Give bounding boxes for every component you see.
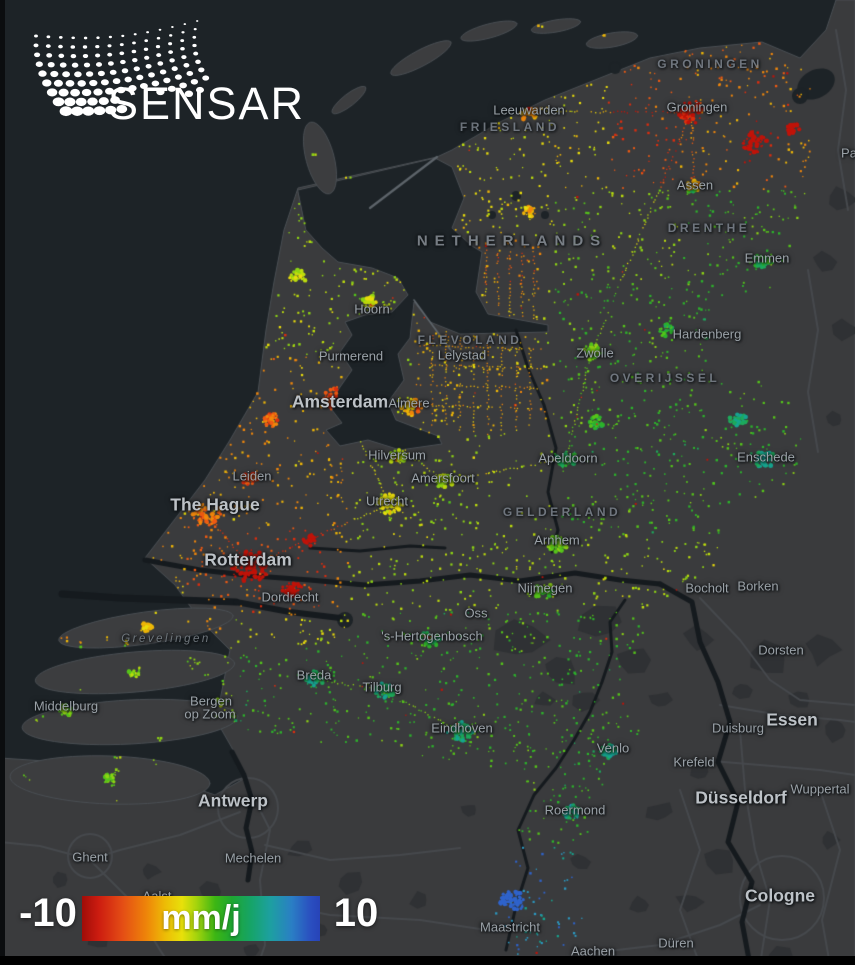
legend-min-value: -10 [19, 891, 77, 935]
edge-bar [0, 0, 5, 956]
sensar-logo: SENSAR [16, 10, 322, 134]
sensar-dot-grid-icon [33, 20, 210, 117]
legend-gradient-bar: mm/j [82, 896, 320, 941]
legend-unit: mm/j [161, 899, 241, 937]
brand-wordmark: SENSAR [108, 78, 306, 129]
letterbox-bar [0, 956, 855, 965]
legend-max-value: 10 [333, 891, 379, 935]
deformation-legend: -10 mm/j 10 [0, 888, 420, 952]
